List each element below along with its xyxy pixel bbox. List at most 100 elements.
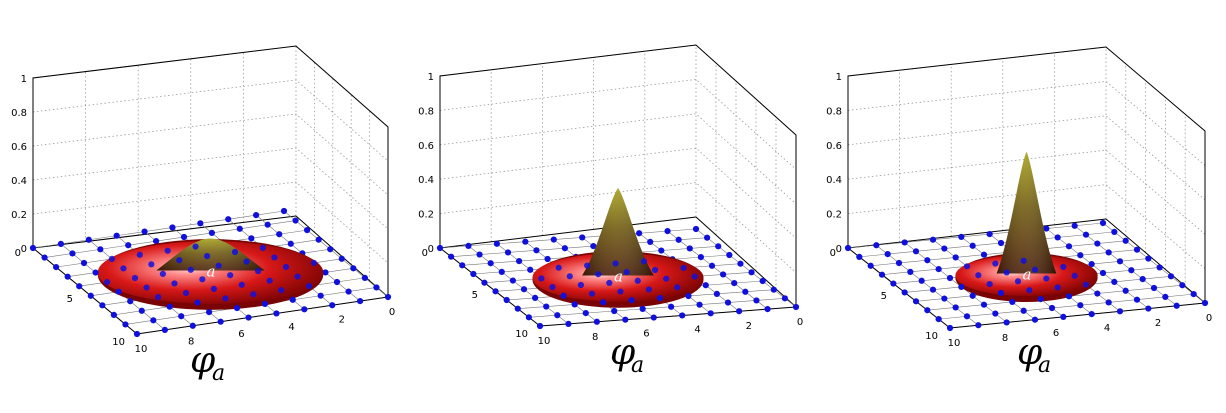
lattice-dot bbox=[731, 280, 738, 287]
lattice-dot bbox=[222, 295, 229, 302]
lattice-dot bbox=[115, 288, 122, 295]
lattice-dot bbox=[1139, 276, 1146, 283]
lattice-dot bbox=[590, 243, 597, 250]
lattice-dot bbox=[1099, 269, 1107, 277]
surface bbox=[97, 238, 324, 310]
lattice-dot bbox=[726, 251, 733, 259]
lattice-dot bbox=[180, 233, 188, 241]
lattice-dot bbox=[503, 296, 510, 304]
lattice-dot bbox=[560, 292, 567, 299]
lattice-dot bbox=[1094, 290, 1101, 297]
lattice-dot bbox=[292, 217, 299, 224]
lattice-dot bbox=[1060, 313, 1067, 320]
lattice-dot bbox=[384, 293, 392, 301]
lattice-dot bbox=[532, 294, 539, 301]
lattice-dot bbox=[685, 292, 692, 300]
lattice-dot bbox=[565, 320, 572, 327]
floor-front-edge bbox=[32, 247, 138, 335]
lattice-dot bbox=[1162, 293, 1169, 300]
lattice-dot bbox=[113, 232, 120, 239]
z-tick-label: 0 bbox=[836, 244, 842, 255]
z-tick-label: 0.4 bbox=[418, 175, 434, 186]
y-tick-label: 2 bbox=[746, 321, 752, 332]
lattice-dot bbox=[69, 250, 76, 257]
lattice-dot bbox=[1173, 302, 1180, 309]
lattice-dot bbox=[282, 263, 290, 271]
lattice-dot bbox=[663, 275, 670, 282]
lattice-dot bbox=[963, 313, 971, 320]
lattice-dot bbox=[1111, 228, 1118, 235]
lattice-dot bbox=[611, 307, 618, 315]
lattice-dot bbox=[737, 260, 744, 267]
surface-peak-shading bbox=[996, 151, 1057, 274]
lattice-dot bbox=[969, 242, 976, 249]
lattice-dot bbox=[29, 244, 37, 252]
lattice-dot bbox=[76, 283, 83, 290]
lattice-dot bbox=[253, 212, 260, 219]
lattice-dot bbox=[1088, 261, 1095, 268]
lattice-dot bbox=[696, 301, 703, 308]
lattice-dot bbox=[276, 231, 283, 238]
z-tick-label: 0.4 bbox=[826, 175, 842, 186]
lattice-dot bbox=[640, 258, 648, 265]
lattice-dot bbox=[1037, 296, 1044, 303]
lattice-dot bbox=[176, 257, 183, 264]
lattice-dot bbox=[53, 264, 60, 271]
caption-3: φ a bbox=[1017, 332, 1051, 378]
lattice-dot bbox=[1145, 255, 1152, 262]
lattice-dot bbox=[261, 300, 268, 307]
y-tick-label: 10 bbox=[538, 336, 551, 347]
lattice-dot bbox=[317, 292, 324, 299]
z-tick-label: 1 bbox=[428, 72, 434, 83]
lattice-dot bbox=[946, 324, 954, 332]
lattice-dot bbox=[1031, 316, 1039, 323]
grid-lines bbox=[439, 44, 797, 289]
lattice-dot bbox=[233, 304, 241, 312]
lattice-dot bbox=[133, 330, 141, 338]
lattice-dot bbox=[516, 258, 523, 265]
lattice-dot bbox=[294, 273, 301, 280]
lattice-dot bbox=[713, 290, 720, 297]
lattice-dot bbox=[584, 262, 591, 269]
lattice-dot bbox=[492, 288, 499, 295]
lattice-dot bbox=[753, 297, 760, 304]
lattice-dot bbox=[164, 247, 171, 254]
lattice-dot bbox=[980, 251, 988, 258]
floor-front-edge bbox=[136, 296, 389, 335]
floor-front-edge bbox=[847, 247, 951, 329]
lattice-dot bbox=[206, 309, 213, 316]
lattice-line bbox=[870, 240, 1126, 267]
lattice-dot bbox=[946, 274, 954, 282]
lattice-dot bbox=[986, 231, 993, 238]
lattice-dot bbox=[969, 292, 976, 299]
lattice-dot bbox=[656, 295, 664, 302]
lattice-dot bbox=[92, 269, 99, 276]
z-tick-label: 0.6 bbox=[418, 141, 434, 152]
lattice-dot bbox=[622, 316, 629, 323]
lattice-dot bbox=[1201, 299, 1209, 307]
lattice-dot bbox=[549, 284, 556, 291]
z-axis-ticks: 0 0.2 0.4 0.6 0.8 1 bbox=[418, 72, 434, 255]
lattice-dot bbox=[248, 235, 255, 242]
lattice-dot bbox=[1048, 304, 1056, 312]
lattice-dot bbox=[958, 283, 965, 290]
lattice-dot bbox=[520, 286, 528, 293]
lattice-dot bbox=[1116, 308, 1124, 315]
lattice-dot bbox=[1065, 293, 1073, 300]
peak-label: a bbox=[207, 263, 216, 281]
grid-lines bbox=[847, 46, 1206, 287]
lattice-dot bbox=[997, 239, 1005, 247]
lattice-dot bbox=[527, 266, 534, 273]
z-tick-label: 0.8 bbox=[418, 106, 434, 117]
x-tick-label: 0 bbox=[830, 248, 836, 259]
lattice-dot bbox=[1145, 305, 1152, 312]
lattice-dot bbox=[975, 322, 982, 329]
lattice-dot bbox=[692, 225, 700, 233]
floor-back-edge bbox=[847, 218, 1107, 249]
lattice-dot bbox=[736, 308, 743, 315]
lattice-dot bbox=[1122, 237, 1129, 244]
lattice-dot bbox=[792, 303, 800, 311]
lattice-line bbox=[439, 228, 697, 249]
lattice-dot bbox=[178, 313, 185, 320]
